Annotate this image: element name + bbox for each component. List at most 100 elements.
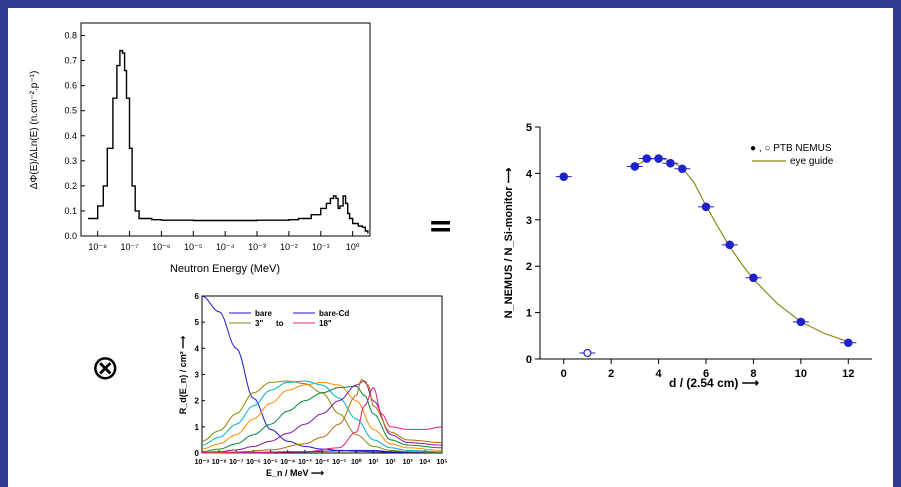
response-x-tick-label: 10⁻⁴ <box>280 459 295 466</box>
response-xlabel: E_n / MeV ⟶ <box>266 468 324 478</box>
legend-label-bare-cd: bare-Cd <box>319 309 349 318</box>
legend-label-bare: bare <box>255 309 272 318</box>
response-y-tick-label: 0 <box>195 449 200 458</box>
nemus-y-tick-label: 0 <box>526 354 532 366</box>
response-curve-5 <box>201 385 443 453</box>
response-x-tick-label: 10⁻⁹ <box>195 459 210 466</box>
nemus-x-tick-label: 6 <box>703 368 709 380</box>
nemus-point <box>559 172 569 181</box>
nemus-x-tick-label: 2 <box>608 368 614 380</box>
nemus-y-tick-label: 4 <box>526 168 533 180</box>
response-y-tick-label: 1 <box>195 423 200 432</box>
legend-label-18inch: 18" <box>319 319 332 328</box>
spectrum-y-tick-label: 0.3 <box>64 156 77 166</box>
nemus-point <box>843 338 853 348</box>
spectrum-y-tick-label: 0.8 <box>64 31 77 41</box>
response-x-tick-label: 10⁻³ <box>298 459 312 466</box>
nemus-y-ticks: 0 1 2 3 4 5 <box>526 122 540 366</box>
response-x-tick-label: 10⁻⁵ <box>263 459 278 466</box>
response-ylabel: R_d(E_n) / cm² ⟶ <box>178 336 188 415</box>
response-x-tick-label: 10⁻¹ <box>332 459 346 466</box>
nemus-point <box>642 154 652 163</box>
nemus-point <box>725 240 735 250</box>
nemus-x-ticks: 0 2 4 6 8 10 12 <box>561 359 854 380</box>
nemus-point <box>677 164 687 174</box>
response-curve-0 <box>201 295 442 453</box>
nemus-point <box>654 154 663 163</box>
spectrum-line <box>88 49 369 234</box>
response-y-tick-label: 5 <box>195 318 200 327</box>
response-x-tick-label: 10⁵ <box>436 459 447 466</box>
nemus-y-tick-label: 5 <box>526 122 532 134</box>
response-curve-2 <box>201 380 442 453</box>
legend-label-to: to <box>276 319 284 328</box>
eye-guide-line <box>634 157 849 343</box>
nemus-point-open <box>583 348 592 358</box>
response-x-tick-label: 10³ <box>403 459 414 466</box>
spectrum-x-tick-label: 10⁻⁸ <box>88 242 107 252</box>
response-x-tick-label: 10² <box>386 459 397 466</box>
spectrum-y-tick-label: 0.6 <box>64 81 77 91</box>
nemus-point <box>630 162 640 171</box>
legend-label-3inch: 3" <box>255 319 263 328</box>
spectrum-y-tick-label: 0.4 <box>64 131 77 141</box>
response-x-tick-label: 10⁻⁶ <box>246 459 261 466</box>
response-x-tick-label: 10⁻⁷ <box>229 459 243 466</box>
nemus-y-tick-label: 2 <box>526 261 532 273</box>
response-lines <box>201 295 443 454</box>
spectrum-y-tick-label: 0.1 <box>64 206 77 216</box>
nemus-x-tick-label: 4 <box>656 368 663 380</box>
nemus-point <box>749 273 758 283</box>
spectrum-x-tick-label: 10⁻³ <box>248 242 266 252</box>
spectrum-y-ticks: 0.0 0.1 0.2 0.3 0.4 0.5 0.6 0.7 0.8 <box>64 31 85 241</box>
response-x-tick-label: 10⁴ <box>419 459 431 466</box>
nemus-point <box>796 317 806 327</box>
response-x-tick-label: 10¹ <box>368 459 379 466</box>
legend-points-label: ● , ○ PTB NEMUS <box>750 143 832 154</box>
spectrum-x-tick-label: 10⁻⁵ <box>184 242 203 252</box>
nemus-y-tick-label: 1 <box>526 308 532 320</box>
response-y-tick-label: 6 <box>195 292 200 301</box>
spectrum-x-tick-label: 10⁰ <box>346 242 360 252</box>
nemus-x-tick-label: 10 <box>795 368 807 380</box>
spectrum-x-tick-label: 10⁻² <box>280 242 298 252</box>
nemus-x-tick-label: 0 <box>561 368 567 380</box>
slide-content <box>8 8 893 487</box>
spectrum-y-tick-label: 0.0 <box>64 231 77 241</box>
nemus-xlabel: d / (2.54 cm) ⟶ <box>669 376 759 390</box>
response-curve-7 <box>202 379 442 454</box>
spectrum-x-tick-label: 10⁻⁷ <box>121 242 139 252</box>
convolution-symbol: ⊗ <box>91 348 120 388</box>
equals-symbol: = <box>428 209 454 244</box>
nemus-legend: ● , ○ PTB NEMUS eye guide <box>750 143 834 167</box>
response-x-tick-label: 10⁰ <box>351 458 362 466</box>
response-curve-8 <box>202 386 443 454</box>
nemus-points <box>555 154 857 358</box>
spectrum-x-tick-label: 10⁻¹ <box>312 242 330 252</box>
spectrum-xlabel: Neutron Energy (MeV) <box>170 263 280 275</box>
response-curve-4 <box>201 381 442 451</box>
response-x-ticks: 10⁻⁹ 10⁻⁸ 10⁻⁷ 10⁻⁶ 10⁻⁵ 10⁻⁴ 10⁻³ 10⁻² 10⁻¹ 10⁰ 1… <box>195 450 448 466</box>
spectrum-y-tick-label: 0.5 <box>64 106 77 116</box>
response-y-tick-label: 2 <box>195 397 200 406</box>
response-legend: bare bare-Cd 3" to 18" <box>229 309 349 328</box>
response-y-tick-label: 4 <box>195 344 200 353</box>
nemus-x-tick-label: 8 <box>750 368 756 380</box>
spectrum-ylabel: ΔΦ(E)/ΔLn(E) (n.cm⁻².p⁻¹) <box>29 71 40 190</box>
nemus-point <box>701 202 711 212</box>
spectrum-x-ticks: 10⁻⁸ 10⁻⁷ 10⁻⁶ 10⁻⁵ 10⁻⁴ 10⁻³ 10⁻² 10⁻¹ 10⁰ <box>88 231 360 252</box>
nemus-point <box>666 158 675 168</box>
nemus-x-tick-label: 12 <box>842 368 854 380</box>
response-x-tick-label: 10⁻² <box>315 459 329 466</box>
response-y-ticks: 0 1 2 3 4 5 6 <box>195 292 205 458</box>
spectrum-x-tick-label: 10⁻⁴ <box>216 242 235 252</box>
response-y-tick-label: 3 <box>195 371 200 380</box>
spectrum-x-tick-label: 10⁻⁶ <box>152 242 171 252</box>
nemus-ylabel: N_NEMUS / N_Si-monitor ⟶ <box>503 167 515 318</box>
response-x-tick-label: 10⁻⁸ <box>212 459 227 466</box>
spectrum-y-tick-label: 0.7 <box>64 56 77 66</box>
